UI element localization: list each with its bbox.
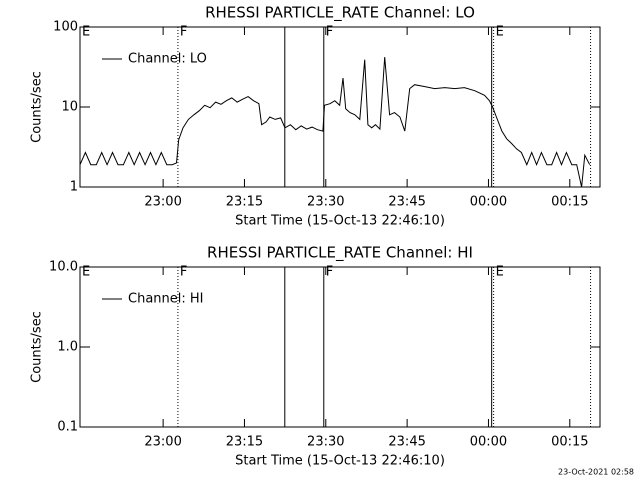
legend-label: Channel: HI (128, 292, 204, 307)
x-tick-label: 23:45 (388, 435, 425, 450)
x-tick-label: 23:00 (144, 435, 181, 450)
y-axis-label: Counts/sec (30, 311, 45, 383)
event-flag: E (496, 25, 504, 40)
x-tick-label: 00:15 (551, 195, 588, 210)
x-tick-label: 23:15 (226, 195, 263, 210)
x-axis-label: Start Time (15-Oct-13 22:46:10) (235, 214, 445, 229)
x-tick-label: 23:00 (144, 195, 181, 210)
event-flag: F (326, 25, 333, 40)
chart-title: RHESSI PARTICLE_RATE Channel: LO (205, 4, 475, 23)
x-tick-label: 23:30 (307, 195, 344, 210)
data-line (79, 57, 591, 188)
x-tick-label: 23:15 (226, 435, 263, 450)
legend-label: Channel: LO (128, 52, 207, 67)
event-flag: F (326, 265, 333, 280)
y-tick-label: 100 (53, 20, 78, 35)
y-tick-label: 0.1 (57, 420, 78, 435)
y-tick-label: 1.0 (57, 340, 78, 355)
y-tick-label: 10.0 (49, 260, 78, 275)
chart-title: RHESSI PARTICLE_RATE Channel: HI (207, 244, 473, 263)
x-tick-label: 23:30 (307, 435, 344, 450)
x-tick-label: 00:00 (470, 195, 507, 210)
x-tick-label: 00:00 (470, 435, 507, 450)
event-flag: E (496, 265, 504, 280)
y-tick-label: 1 (70, 180, 78, 195)
y-axis-label: Counts/sec (30, 71, 45, 143)
y-tick-label: 10 (61, 100, 78, 115)
x-axis-label: Start Time (15-Oct-13 22:46:10) (235, 454, 445, 469)
event-flag: F (180, 265, 187, 280)
footer: 23-Oct-2021 02:58 (558, 468, 634, 477)
event-flag: F (180, 25, 187, 40)
event-flag: E (82, 25, 90, 40)
x-tick-label: 00:15 (551, 435, 588, 450)
x-tick-label: 23:45 (388, 195, 425, 210)
event-flag: E (82, 265, 90, 280)
